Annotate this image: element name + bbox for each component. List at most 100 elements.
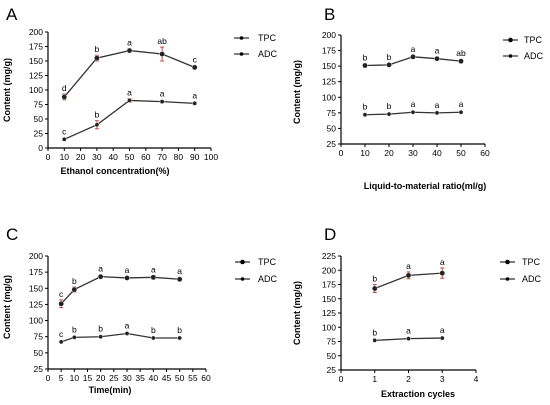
y-tick-label-d: 225 <box>322 251 336 261</box>
significance-label-adc: b <box>72 324 77 334</box>
data-point-adc <box>434 110 440 116</box>
y-tick-label-a: 75 <box>34 100 44 110</box>
data-point-adc <box>159 99 165 104</box>
significance-label-tpc: a <box>98 264 103 274</box>
y-tick-label-c: 175 <box>29 267 43 277</box>
data-point-tpc <box>439 270 446 276</box>
data-point-tpc <box>434 55 440 62</box>
legend-label-adc-d: ADC <box>522 274 542 284</box>
x-tick-label-b: 0 <box>339 148 344 158</box>
legend-marker-tpc-c <box>240 259 245 265</box>
significance-label-adc: c <box>62 126 67 136</box>
y-tick-label-b: 75 <box>327 108 337 118</box>
y-tick-label-c: 125 <box>29 299 43 309</box>
x-tick-label-a: 10 <box>60 152 70 162</box>
significance-label-tpc: c <box>193 54 198 64</box>
y-tick-label-a: 100 <box>29 85 43 95</box>
y-tick-label-c: 150 <box>29 283 43 293</box>
data-point-tpc <box>371 285 378 292</box>
significance-label-tpc: c <box>59 289 64 299</box>
y-tick-label-c: 200 <box>29 251 43 261</box>
y-tick-label-d: 200 <box>322 265 336 275</box>
significance-label-adc: c <box>59 329 64 339</box>
data-point-tpc <box>94 55 100 61</box>
legend-marker-tpc-d <box>505 259 510 265</box>
data-point-adc <box>58 339 64 345</box>
data-point-tpc <box>71 286 78 293</box>
significance-label-adc: a <box>125 320 130 330</box>
panel-letter-b: B <box>324 5 335 24</box>
data-point-tpc <box>362 62 368 69</box>
x-tick-label-b: 10 <box>360 148 370 158</box>
panel-letter-a: A <box>6 5 18 24</box>
y-tick-label-b: 25 <box>327 139 337 149</box>
data-point-adc <box>94 122 100 128</box>
x-tick-label-a: 20 <box>76 152 86 162</box>
significance-label-adc: a <box>192 90 197 100</box>
legend-b: TPC ADC <box>503 35 544 61</box>
data-point-adc <box>386 111 392 117</box>
y-tick-label-d: 25 <box>327 365 337 375</box>
y-tick-label-a: 0 <box>38 143 43 153</box>
x-tick-label-a: 90 <box>190 152 200 162</box>
series-line-adc-c <box>60 332 180 343</box>
significance-label-adc: b <box>387 101 392 111</box>
data-point-tpc <box>150 274 157 281</box>
data-point-adc <box>151 335 156 341</box>
x-tick-label-c: 40 <box>149 373 159 383</box>
x-axis-label-c: Time(min) <box>89 385 132 395</box>
legend-label-adc-c: ADC <box>258 274 278 284</box>
data-point-adc <box>127 98 132 103</box>
significance-label-tpc: b <box>387 52 392 62</box>
significance-label-adc: b <box>372 327 377 337</box>
significance-label-tpc: ab <box>456 48 466 58</box>
x-tick-label-a: 70 <box>157 152 167 162</box>
y-tick-label-d: 75 <box>327 337 337 347</box>
y-axis-label-b: Content (mg/g) <box>292 60 302 124</box>
y-tick-label-b: 150 <box>322 61 336 71</box>
x-tick-label-a: 0 <box>46 152 51 162</box>
significance-label-adc: a <box>406 326 411 336</box>
x-tick-label-c: 55 <box>188 373 198 383</box>
data-point-tpc <box>176 276 183 283</box>
significance-label-adc: a <box>411 99 416 109</box>
significance-label-adc: b <box>151 325 156 335</box>
y-tick-label-d: 150 <box>322 294 336 304</box>
panel-d: D 25 50 75 100 125 150 175 200 225 0 1 2 3 4 b a a b a a Ex… <box>292 225 542 399</box>
x-axis-label-d: Extraction cycles <box>381 389 455 399</box>
significance-label-adc: a <box>160 89 165 99</box>
y-axis-label-c: Content (mg/g) <box>2 275 12 339</box>
legend-marker-adc-c <box>240 277 245 281</box>
data-point-tpc <box>124 275 130 281</box>
y-tick-label-d: 100 <box>322 322 336 332</box>
significance-label-tpc: a <box>151 264 156 274</box>
panel-letter-c: C <box>6 225 18 244</box>
x-axis-label-b: Liquid-to-material ratio(ml/g) <box>364 181 487 191</box>
x-tick-label-c: 45 <box>162 373 172 383</box>
significance-label-adc: a <box>127 87 132 97</box>
significance-label-adc: a <box>440 325 445 335</box>
x-tick-label-c: 30 <box>122 373 132 383</box>
y-tick-label-c: 100 <box>29 316 43 326</box>
series-line-tpc-c <box>60 276 180 305</box>
y-tick-label-c: 25 <box>34 364 44 374</box>
y-tick-label-a: 25 <box>34 129 44 139</box>
x-tick-label-c: 10 <box>70 373 80 383</box>
significance-label-tpc: a <box>127 38 132 48</box>
x-tick-label-d: 2 <box>406 374 411 384</box>
y-tick-label-c: 75 <box>34 332 44 342</box>
panel-b: B 25 50 75 100 125 150 175 200 0 10 20 30 40 50 60 b b a a… <box>292 5 544 191</box>
x-tick-label-a: 100 <box>204 152 218 162</box>
x-tick-label-d: 1 <box>372 374 377 384</box>
significance-label-tpc: b <box>72 276 77 286</box>
legend-label-tpc-a: TPC <box>258 33 277 43</box>
data-point-tpc <box>61 94 68 100</box>
significance-label-adc: b <box>98 324 103 334</box>
data-point-tpc <box>58 300 64 307</box>
significance-label-adc: a <box>435 100 440 110</box>
legend-label-tpc-b: TPC <box>524 35 543 45</box>
significance-label-tpc: b <box>363 53 368 63</box>
x-tick-label-c: 60 <box>201 373 211 383</box>
